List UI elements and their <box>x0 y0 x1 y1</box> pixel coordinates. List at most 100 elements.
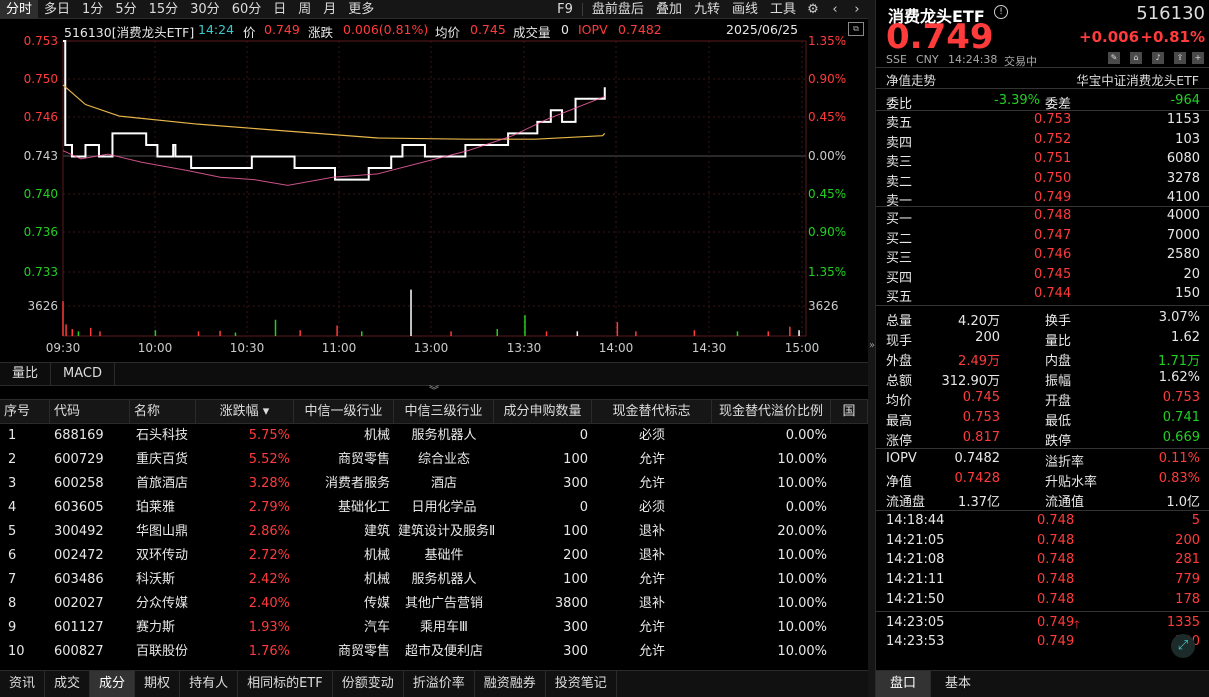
table-row[interactable]: 7 603486 科沃斯 2.42% 机械 服务机器人 100 允许 10.00% <box>0 568 868 592</box>
stat-label: 外盘 <box>886 354 913 369</box>
f9-button[interactable]: F9 <box>557 1 573 17</box>
gear-icon[interactable]: ⚙ <box>807 1 819 17</box>
tick-time: 14:21:08 <box>886 552 945 568</box>
tab-more[interactable]: 更多 <box>348 1 375 17</box>
column-header[interactable]: 国 <box>831 400 868 424</box>
tab-fenshi[interactable]: 分时 <box>0 0 39 19</box>
overlay-button[interactable]: 叠加 <box>655 1 682 17</box>
ask-volume: 1153 <box>1166 112 1200 127</box>
collapse-right-icon[interactable]: » <box>869 340 876 351</box>
info-icon[interactable]: ! <box>994 5 1008 19</box>
footer-tab[interactable]: 相同标的ETF <box>238 671 333 697</box>
table-row[interactable]: 10 600827 百联股份 1.76% 商贸零售 超市及便利店 300 允许 10.00% <box>0 640 868 664</box>
chevron-left-icon[interactable]: ‹ <box>832 1 838 17</box>
table-cell <box>831 592 868 616</box>
column-header[interactable]: 中信三级行业 <box>394 400 494 424</box>
table-row[interactable]: 5 300492 华图山鼎 2.86% 建筑 建筑设计及服务Ⅱ 100 退补 20.00% <box>0 520 868 544</box>
stat-value: 3.07% <box>1158 310 1200 325</box>
tab-multiday[interactable]: 多日 <box>44 1 71 17</box>
tab-volume-ratio[interactable]: 量比 <box>0 363 52 385</box>
stock-code-name: 516130[消费龙头ETF] <box>64 25 195 40</box>
share-icon[interactable]: ⇪ <box>1174 52 1186 64</box>
table-cell: 10.00% <box>777 476 827 491</box>
footer-tab[interactable]: 投资笔记 <box>546 671 617 697</box>
tick-volume: 178 <box>1175 591 1200 607</box>
tick-price: 0.749 <box>1037 614 1075 630</box>
lock-icon[interactable]: ⌂ <box>1130 52 1142 64</box>
table-row[interactable]: 8 002027 分众传媒 2.40% 传媒 其他广告营销 3800 退补 10.00% <box>0 592 868 616</box>
nav-row: 净值 0.7428 升贴水率 0.83% <box>876 469 1209 490</box>
table-cell: 300 <box>563 620 588 635</box>
tick-volume: 281 <box>1175 552 1200 568</box>
plus-icon[interactable]: + <box>1192 52 1204 64</box>
tab-order-book[interactable]: 盘口 <box>876 671 932 697</box>
column-header[interactable]: 成分申购数量 <box>494 400 592 424</box>
footer-tabs: 资讯 成交 成分 期权 持有人 相同标的ETF 份额变动 折溢价率 融资融券 投资笔记 <box>0 670 868 697</box>
footer-tab[interactable]: 融资融券 <box>475 671 546 697</box>
table-row[interactable]: 9 601127 赛力斯 1.93% 汽车 乘用车Ⅲ 300 允许 10.00% <box>0 616 868 640</box>
avg-value: 0.745 <box>470 22 506 37</box>
footer-tab[interactable]: 成交 <box>45 671 91 697</box>
trade-tick-row: 14:21:11 0.748 779 <box>876 570 1209 590</box>
trade-status: 交易中 <box>1004 55 1037 68</box>
table-row[interactable]: 2 600729 重庆百货 5.52% 商贸零售 综合业态 100 允许 10.00% <box>0 448 868 472</box>
bell-icon[interactable]: ♪ <box>1152 52 1164 64</box>
table-row[interactable]: 1 688169 石头科技 5.75% 机械 服务机器人 0 必须 0.00% <box>0 424 868 448</box>
chevron-right-icon[interactable]: › <box>854 1 860 17</box>
tab-day[interactable]: 日 <box>273 1 287 17</box>
table-cell <box>831 568 868 592</box>
column-header[interactable]: 序号 <box>0 400 50 424</box>
table-cell: 消费者服务 <box>324 476 390 491</box>
tick-time: 14:21:11 <box>886 572 945 588</box>
tab-basic[interactable]: 基本 <box>945 676 972 691</box>
column-header[interactable]: 现金替代标志 <box>592 400 712 424</box>
column-header[interactable]: 涨跌幅 ▾ <box>196 400 294 424</box>
column-header[interactable]: 现金替代溢价比例 <box>712 400 831 424</box>
column-header[interactable]: 代码 <box>50 400 130 424</box>
table-cell: 688169 <box>54 428 104 443</box>
collapse-icon[interactable]: ︾ <box>429 386 439 397</box>
footer-tab[interactable]: 份额变动 <box>333 671 404 697</box>
window-icon[interactable]: ⧉ <box>848 22 864 36</box>
table-cell: 2.79% <box>248 500 290 515</box>
nav-trend-link[interactable]: 净值走势 <box>886 73 937 88</box>
footer-tab[interactable]: 期权 <box>135 671 181 697</box>
stat-row: 均价 0.745 开盘 0.753 <box>876 388 1209 409</box>
tab-macd[interactable]: MACD <box>51 363 115 385</box>
table-cell <box>831 520 868 544</box>
expand-icon[interactable]: ⤢ <box>1171 634 1195 658</box>
edit-icon[interactable]: ✎ <box>1108 52 1120 64</box>
nav-row: IOPV 0.7482 溢折率 0.11% <box>876 449 1209 470</box>
weibi-label: 委比 <box>886 97 913 112</box>
table-row[interactable]: 4 603605 珀莱雅 2.79% 基础化工 日用化学品 0 必须 0.00% <box>0 496 868 520</box>
premarket-button[interactable]: 盘前盘后 <box>591 1 644 17</box>
tab-30min[interactable]: 30分 <box>190 1 220 17</box>
ask-row: 卖二 0.750 3278 <box>876 169 1209 190</box>
table-cell: 科沃斯 <box>136 572 176 587</box>
column-header[interactable]: 名称 <box>130 400 196 424</box>
bid-row: 买一 0.748 4000 <box>876 206 1209 227</box>
quote-time: 14:24:38 <box>948 53 998 66</box>
footer-tab[interactable]: 成分 <box>90 671 136 697</box>
tools-button[interactable]: 工具 <box>769 1 796 17</box>
tab-60min[interactable]: 60分 <box>231 1 262 17</box>
tab-1min[interactable]: 1分 <box>82 1 104 17</box>
draw-line-button[interactable]: 画线 <box>731 1 758 17</box>
intraday-chart[interactable]: 0.753 0.750 0.746 0.743 0.740 0.736 0.733 1.35%… <box>0 36 868 360</box>
table-row[interactable]: 3 600258 首旅酒店 3.28% 消费者服务 酒店 300 允许 10.00% <box>0 472 868 496</box>
column-header[interactable]: 中信一级行业 <box>294 400 394 424</box>
footer-tab[interactable]: 折溢价率 <box>404 671 475 697</box>
panel-divider[interactable]: » <box>868 0 875 697</box>
nine-turn-button[interactable]: 九转 <box>693 1 720 17</box>
stat-row: 现手 200 量比 1.62 <box>876 328 1209 349</box>
tab-5min[interactable]: 5分 <box>115 1 137 17</box>
tick-volume: 5 <box>1191 513 1200 528</box>
tab-week[interactable]: 周 <box>298 1 312 17</box>
table-cell: 基础件 <box>424 548 464 563</box>
tab-15min[interactable]: 15分 <box>148 1 179 17</box>
table-row[interactable]: 6 002472 双环传动 2.72% 机械 基础件 200 退补 10.00% <box>0 544 868 568</box>
tab-month[interactable]: 月 <box>323 1 337 17</box>
table-cell: 汽车 <box>363 620 390 635</box>
footer-tab[interactable]: 资讯 <box>0 671 46 697</box>
footer-tab[interactable]: 持有人 <box>180 671 239 697</box>
